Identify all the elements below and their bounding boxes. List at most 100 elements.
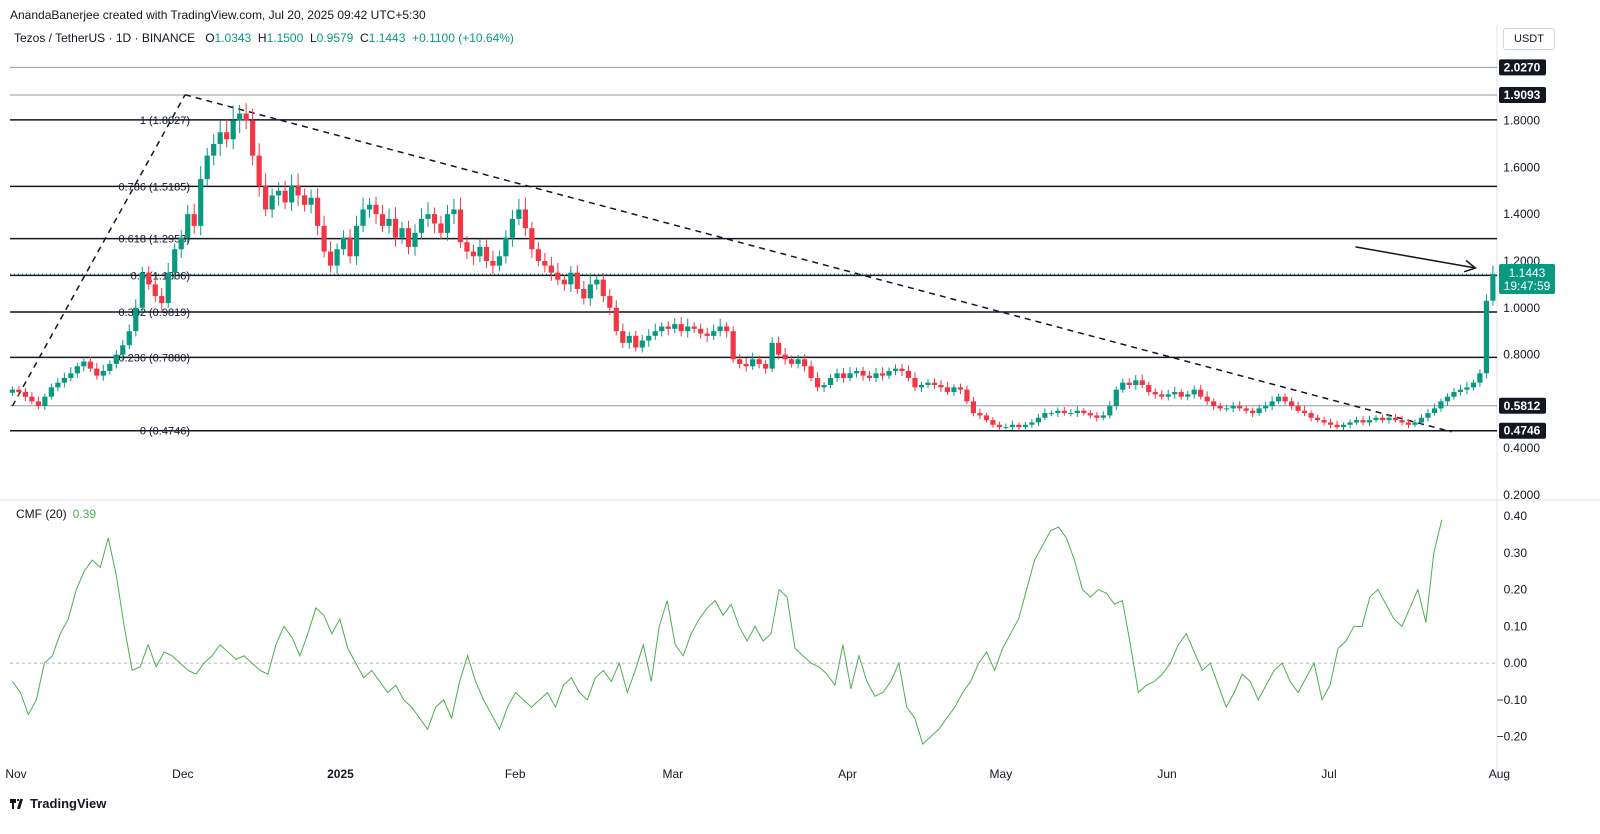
candle-body[interactable]: [185, 214, 191, 238]
candle-body[interactable]: [327, 251, 334, 266]
candle-body[interactable]: [35, 401, 41, 407]
candle-body[interactable]: [1159, 394, 1165, 397]
candle-body[interactable]: [873, 373, 879, 378]
candle-body[interactable]: [879, 373, 886, 376]
candle-body[interactable]: [535, 249, 541, 261]
candle-body[interactable]: [892, 368, 899, 371]
candle-body[interactable]: [1211, 401, 1217, 407]
candle-body[interactable]: [399, 228, 405, 238]
candle-body[interactable]: [1386, 417, 1392, 421]
candle-body[interactable]: [1412, 422, 1418, 425]
candle-body[interactable]: [886, 370, 892, 376]
candle-body[interactable]: [1178, 392, 1184, 397]
candle-body[interactable]: [925, 382, 931, 385]
candle-body[interactable]: [724, 326, 730, 332]
candle-body[interactable]: [425, 214, 431, 219]
candle-body[interactable]: [1029, 422, 1035, 425]
candle-body[interactable]: [1301, 410, 1308, 414]
candle-body[interactable]: [1269, 401, 1275, 407]
candle-body[interactable]: [665, 326, 671, 329]
candle-body[interactable]: [951, 387, 957, 393]
candle-body[interactable]: [574, 272, 580, 290]
candle-body[interactable]: [250, 120, 256, 156]
candle-body[interactable]: [243, 113, 249, 121]
candle-body[interactable]: [1120, 382, 1126, 390]
candle-body[interactable]: [905, 370, 912, 378]
candle-body[interactable]: [659, 326, 665, 332]
candle-body[interactable]: [490, 260, 496, 266]
candle-body[interactable]: [840, 373, 847, 378]
candle-body[interactable]: [1483, 300, 1490, 374]
candle-body[interactable]: [1256, 408, 1262, 414]
candle-body[interactable]: [470, 251, 477, 257]
candle-body[interactable]: [74, 366, 80, 374]
candle-body[interactable]: [165, 272, 171, 304]
candle-body[interactable]: [581, 289, 587, 299]
candle-body[interactable]: [516, 209, 522, 219]
candle-body[interactable]: [1289, 401, 1295, 407]
candle-body[interactable]: [776, 342, 782, 355]
candle-body[interactable]: [263, 186, 269, 210]
candle-body[interactable]: [1477, 373, 1483, 383]
candle-body[interactable]: [1068, 413, 1074, 415]
candle-body[interactable]: [1152, 392, 1158, 395]
candle-body[interactable]: [373, 204, 379, 215]
candle-body[interactable]: [1022, 424, 1028, 428]
candle-body[interactable]: [957, 387, 964, 390]
candle-body[interactable]: [1334, 424, 1340, 428]
candle-body[interactable]: [1405, 422, 1412, 425]
candle-body[interactable]: [302, 195, 308, 205]
uptrend-line[interactable]: [11, 94, 186, 407]
candle-body[interactable]: [42, 396, 48, 407]
candle-body[interactable]: [191, 214, 197, 226]
candle-body[interactable]: [334, 249, 340, 266]
candle-body[interactable]: [1165, 394, 1171, 397]
candle-body[interactable]: [568, 272, 574, 285]
candle-body[interactable]: [509, 218, 515, 238]
candle-body[interactable]: [1094, 415, 1100, 418]
brand-logo[interactable]: TradingView: [10, 796, 106, 811]
candle-body[interactable]: [1035, 417, 1041, 423]
candle-body[interactable]: [1016, 424, 1022, 428]
candle-body[interactable]: [1146, 385, 1152, 393]
candle-body[interactable]: [152, 284, 158, 297]
candle-body[interactable]: [9, 389, 15, 393]
candle-body[interactable]: [321, 225, 327, 252]
candle-body[interactable]: [198, 179, 204, 226]
candle-body[interactable]: [789, 359, 795, 364]
candle-body[interactable]: [1250, 410, 1256, 414]
currency-button[interactable]: USDT: [1503, 28, 1555, 50]
candle-body[interactable]: [178, 237, 184, 250]
candle-body[interactable]: [990, 420, 996, 425]
candle-body[interactable]: [847, 373, 853, 378]
candle-body[interactable]: [594, 279, 600, 285]
candle-body[interactable]: [542, 260, 548, 266]
candle-body[interactable]: [678, 324, 684, 332]
candle-body[interactable]: [860, 370, 866, 376]
candle-body[interactable]: [237, 113, 243, 121]
candle-body[interactable]: [204, 155, 210, 180]
candle-body[interactable]: [1399, 420, 1405, 423]
candle-body[interactable]: [1133, 380, 1139, 385]
candle-body[interactable]: [970, 401, 977, 414]
candle-body[interactable]: [1431, 408, 1438, 414]
candle-body[interactable]: [139, 272, 145, 308]
candle-body[interactable]: [256, 155, 262, 187]
candle-body[interactable]: [1314, 417, 1321, 421]
candle-body[interactable]: [613, 307, 619, 332]
candle-body[interactable]: [620, 331, 626, 343]
candle-body[interactable]: [1321, 420, 1327, 423]
candle-body[interactable]: [392, 218, 399, 238]
candle-body[interactable]: [431, 214, 438, 224]
candle-body[interactable]: [1366, 420, 1373, 423]
candle-body[interactable]: [737, 359, 743, 364]
candle-body[interactable]: [496, 256, 503, 266]
candle-body[interactable]: [801, 359, 808, 367]
candle-body[interactable]: [126, 331, 132, 346]
candle-body[interactable]: [444, 214, 451, 233]
candle-body[interactable]: [1490, 273, 1496, 301]
cmf-series-line[interactable]: [11, 519, 1443, 745]
candle-body[interactable]: [1470, 382, 1477, 388]
candle-body[interactable]: [1139, 380, 1145, 385]
candle-body[interactable]: [743, 363, 749, 367]
